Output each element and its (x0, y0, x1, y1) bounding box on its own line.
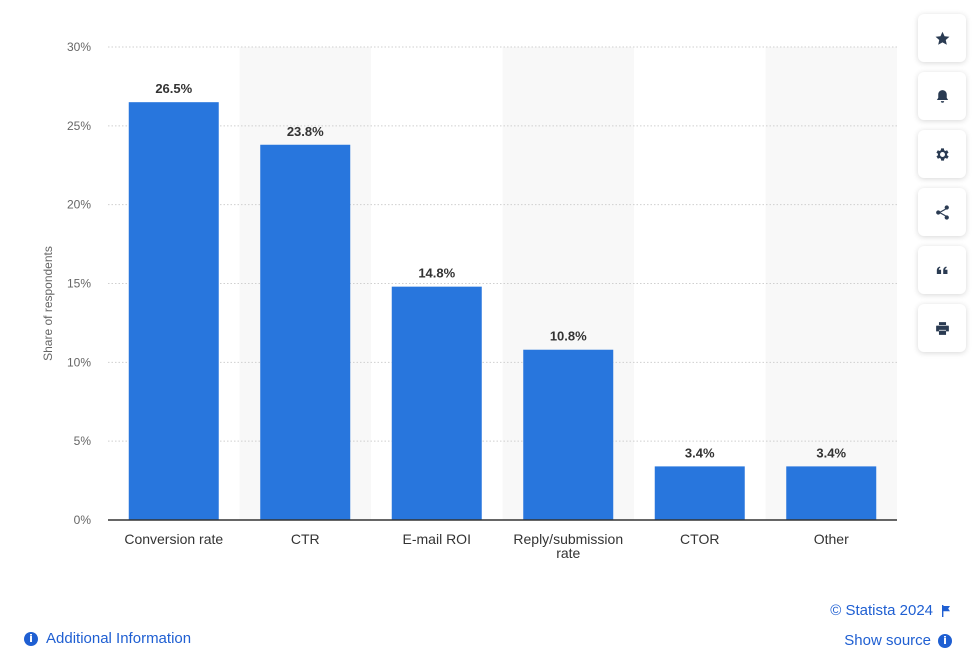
x-tick-label-line: rate (556, 545, 580, 561)
data-label: 10.8% (550, 329, 587, 344)
bar-chart: 0% 5% 10% 15% 20% 25% 30% Share of respondents 2… (41, 40, 897, 561)
bar (391, 286, 482, 520)
quote-icon (936, 266, 947, 274)
show-source-label: Show source (844, 632, 931, 649)
cite-button[interactable] (918, 246, 966, 294)
share-button[interactable] (918, 188, 966, 236)
print-button[interactable] (918, 304, 966, 352)
y-tick-label: 30% (67, 40, 91, 54)
x-tick-label-line: E-mail ROI (403, 531, 471, 547)
x-tick-label-line: CTR (291, 531, 320, 547)
y-axis-title: Share of respondents (41, 246, 55, 361)
x-tick-label-line: Other (814, 531, 849, 547)
star-icon (935, 31, 949, 45)
print-icon (935, 321, 949, 335)
share-icon (935, 204, 949, 220)
data-label: 26.5% (155, 81, 192, 96)
x-tick-label-line: CTOR (680, 531, 719, 547)
x-tick-label: Other (814, 531, 849, 547)
data-label: 3.4% (816, 445, 846, 460)
info-icon: i (938, 633, 952, 648)
favorite-button[interactable] (918, 14, 966, 62)
x-tick-label: CTOR (680, 531, 719, 547)
y-tick-label: 15% (67, 277, 91, 291)
bar (260, 144, 351, 520)
x-tick-label: CTR (291, 531, 320, 547)
statista-credit-link[interactable]: © Statista 2024 (830, 602, 951, 619)
bar (523, 349, 614, 520)
additional-information-link[interactable]: i Additional Information (24, 630, 191, 647)
y-tick-label: 10% (67, 355, 91, 369)
y-tick-label: 20% (67, 198, 91, 212)
info-icon: i (24, 631, 38, 646)
additional-information-label: Additional Information (46, 630, 192, 647)
bar (786, 466, 877, 520)
x-tick-label: Conversion rate (124, 531, 223, 547)
data-label: 14.8% (418, 266, 455, 281)
x-tick-label-line: Conversion rate (124, 531, 223, 547)
data-label: 3.4% (685, 445, 715, 460)
notification-button[interactable] (918, 72, 966, 120)
x-tick-label-line: Reply/submission (513, 531, 623, 547)
flag-icon (942, 604, 950, 617)
bell-icon (936, 89, 948, 103)
bar (128, 102, 219, 520)
y-tick-label: 25% (67, 119, 91, 133)
y-tick-label: 5% (74, 434, 92, 448)
show-source-link[interactable]: Show source i (844, 632, 952, 649)
gear-icon (935, 147, 949, 161)
credit-label: © Statista 2024 (830, 602, 933, 619)
data-label: 23.8% (287, 124, 324, 139)
x-tick-label: Reply/submission rate (513, 531, 623, 561)
chart-toolbar (918, 14, 966, 362)
x-tick-label: E-mail ROI (403, 531, 471, 547)
settings-button[interactable] (918, 130, 966, 178)
bar (654, 466, 745, 520)
y-tick-label: 0% (74, 513, 92, 527)
